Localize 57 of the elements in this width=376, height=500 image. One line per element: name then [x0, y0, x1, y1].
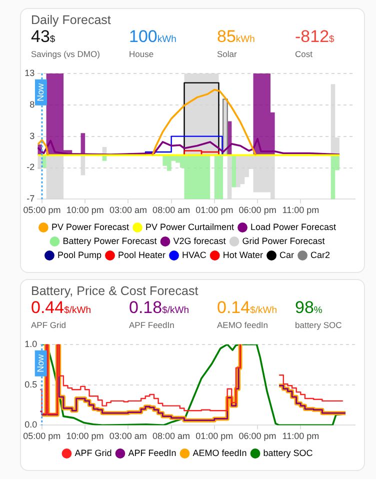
- text: APF Grid: [31, 320, 67, 330]
- x-tick-label: 03:00 am: [109, 205, 147, 216]
- legend-label: V2G forecast: [173, 236, 226, 246]
- text: 100kWh: [129, 27, 176, 46]
- x-tick-label: 01:00 pm: [196, 205, 234, 216]
- text: House: [129, 49, 155, 59]
- y-tick-label: -7: [26, 194, 35, 204]
- x-tick-label: 10:00 pm: [66, 205, 104, 216]
- text: 0.44$/kWh: [31, 298, 92, 317]
- text: Savings (vs DMO): [31, 49, 101, 59]
- x-tick-label: 06:00 pm: [238, 431, 276, 442]
- chart-title: Battery, Price & Cost Forecast: [30, 284, 200, 298]
- text: battery SOC: [295, 320, 343, 330]
- text: -812$: [295, 27, 334, 46]
- legend-label: Grid Power Forecast: [242, 236, 326, 246]
- x-tick-label: 11:00 pm: [282, 205, 320, 216]
- legend-label: Car: [280, 250, 294, 260]
- x-tick-label: 10:00 pm: [66, 431, 104, 442]
- text: 43$: [31, 27, 56, 46]
- y-tick-label: 8: [30, 99, 35, 110]
- y-tick-label: 0.0: [24, 420, 38, 430]
- text: APF FeedIn: [129, 320, 176, 330]
- text: 0.18$/kWh: [129, 298, 190, 317]
- legend-label: Hot Water: [222, 250, 264, 260]
- legend-label: APF Grid: [74, 448, 112, 458]
- x-tick-label: 05:00 pm: [23, 431, 61, 442]
- x-tick-label: 11:00 pm: [282, 431, 320, 442]
- legend-label: PV Power Curtailment: [145, 222, 235, 232]
- legend-label: battery SOC: [263, 448, 314, 458]
- legend-label: PV Power Forecast: [51, 222, 130, 232]
- y-tick-label: -2: [26, 162, 35, 172]
- ref-line-label: Now: [35, 354, 46, 372]
- x-tick-label: 08:00 am: [152, 205, 190, 216]
- y-tick-label: 1.0: [24, 338, 38, 349]
- text: Solar: [217, 49, 238, 59]
- legend-label: APF FeedIn: [128, 448, 176, 458]
- legend-label: Pool Heater: [118, 250, 166, 260]
- text: Cost: [295, 49, 314, 59]
- legend-label: Battery Power Forecast: [62, 236, 158, 246]
- legend-label: AEMO feedIn: [192, 448, 247, 458]
- x-tick-label: 03:00 am: [109, 431, 147, 442]
- legend-label: Car2: [310, 250, 330, 260]
- y-tick-label: 13: [24, 68, 35, 78]
- legend-label: HVAC: [182, 250, 207, 260]
- legend-label: Pool Pump: [57, 250, 102, 260]
- x-tick-label: 05:00 pm: [23, 205, 61, 216]
- text: 98%: [295, 298, 322, 317]
- text: AEMO feedIn: [217, 320, 270, 330]
- chart-title: Daily Forecast: [30, 13, 112, 27]
- x-tick-label: 01:00 pm: [196, 431, 234, 442]
- legend-label: Load Power Forecast: [250, 222, 337, 232]
- y-tick-label: 3: [30, 130, 35, 141]
- text: 85kWh: [217, 27, 255, 46]
- text: 0.14$/kWh: [217, 298, 278, 317]
- y-tick-label: 0.5: [24, 379, 38, 390]
- x-tick-label: 08:00 am: [152, 431, 190, 442]
- x-tick-label: 06:00 pm: [238, 205, 276, 216]
